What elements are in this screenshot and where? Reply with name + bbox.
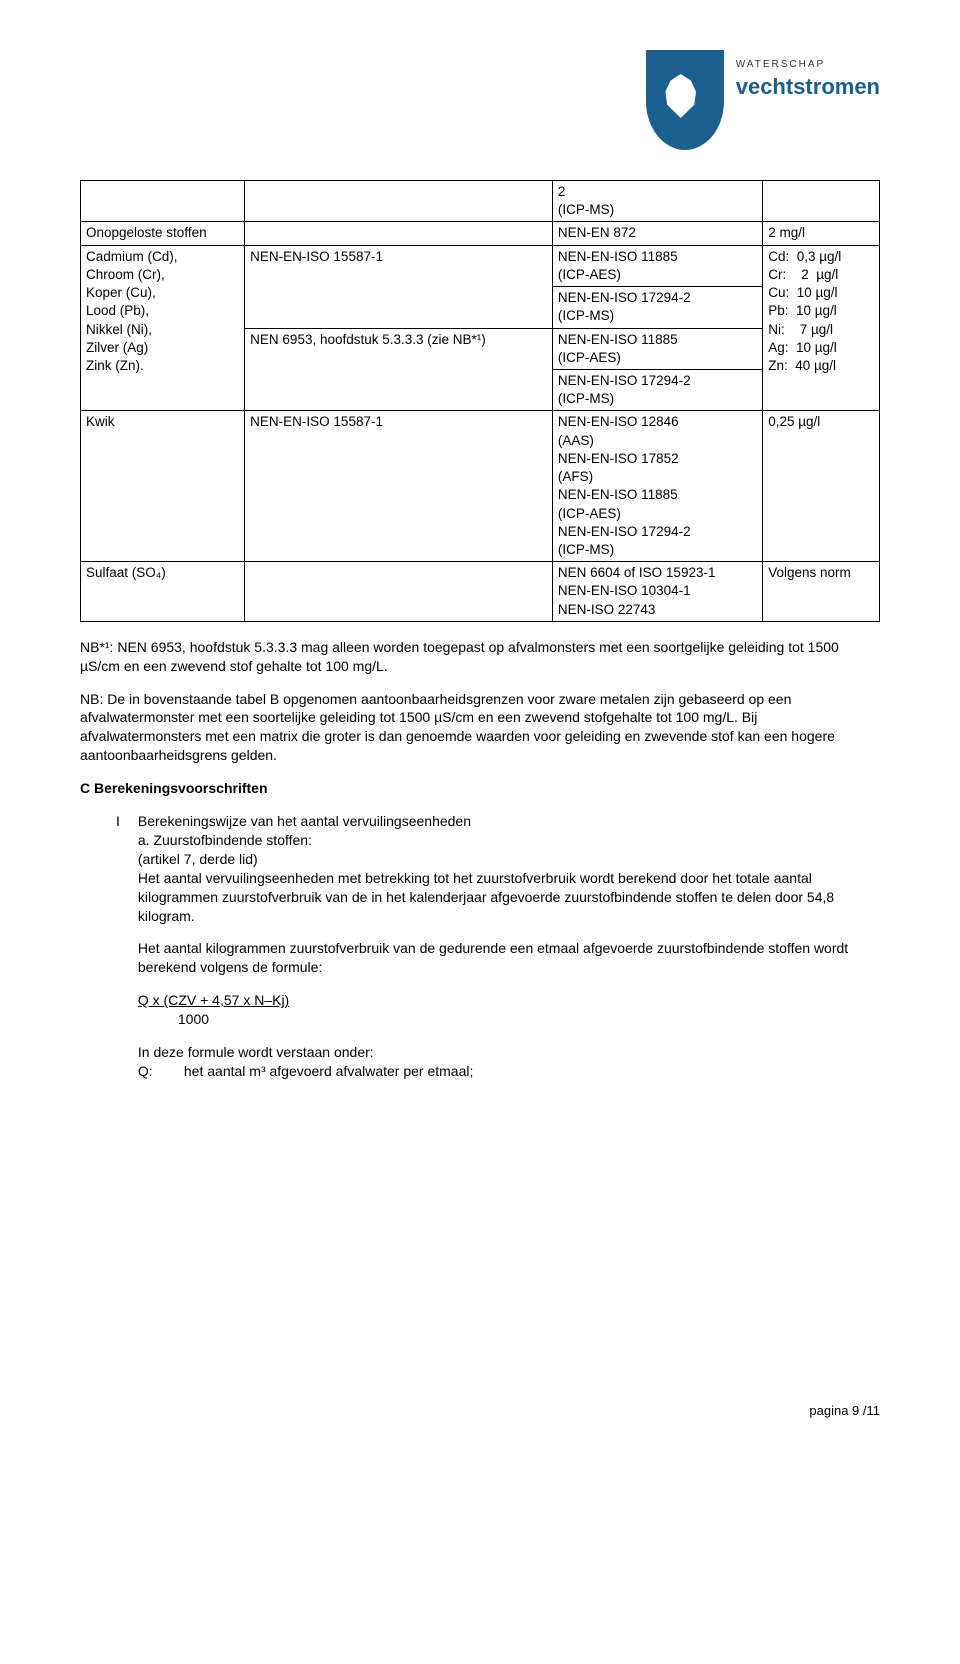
item-i-label: I [116, 812, 120, 1081]
logo-vechtstromen: vechtstromen [736, 72, 880, 102]
item-a-article: (artikel 7, derde lid) [138, 850, 880, 869]
defn-intro: In deze formule wordt verstaan onder: [138, 1043, 880, 1062]
logo-waterschap: WATERSCHAP [736, 58, 880, 72]
table-cell: Cd: 0,3 µg/l Cr: 2 µg/l Cu: 10 µg/l Pb: … [763, 245, 880, 411]
table-cell: NEN 6604 of ISO 15923-1 NEN-EN-ISO 10304… [552, 562, 762, 622]
table-cell [245, 222, 553, 245]
item-a-body2: Het aantal kilogrammen zuurstofverbruik … [138, 939, 880, 977]
formula: Q x (CZV + 4,57 x N–Kj) 1000 [138, 991, 880, 1029]
section-c-heading: C Berekeningsvoorschriften [80, 779, 880, 798]
table-cell [245, 181, 553, 222]
table-cell: NEN-EN 872 [552, 222, 762, 245]
table-cell: NEN-EN-ISO 12846 (AAS) NEN-EN-ISO 17852 … [552, 411, 762, 562]
item-a-body: Het aantal vervuilingseenheden met betre… [138, 869, 880, 926]
substances-table: 2 (ICP-MS) Onopgeloste stoffen NEN-EN 87… [80, 180, 880, 622]
table-cell: Cadmium (Cd), Chroom (Cr), Koper (Cu), L… [81, 245, 245, 411]
table-cell: NEN-EN-ISO 11885 (ICP-AES) [552, 245, 762, 286]
brand-logo: WATERSCHAP vechtstromen [646, 50, 880, 150]
note-nb1: NB*¹: NEN 6953, hoofdstuk 5.3.3.3 mag al… [80, 638, 880, 676]
formula-denominator: 1000 [178, 1010, 880, 1029]
table-cell: NEN-EN-ISO 17294-2 (ICP-MS) [552, 369, 762, 410]
table-cell: 2 (ICP-MS) [552, 181, 762, 222]
table-cell: 0,25 µg/l [763, 411, 880, 562]
table-cell: NEN-EN-ISO 15587-1 [245, 245, 553, 328]
table-cell: 2 mg/l [763, 222, 880, 245]
defn-q-text: het aantal m³ afgevoerd afvalwater per e… [184, 1062, 474, 1081]
note-nb2: NB: De in bovenstaande tabel B opgenomen… [80, 690, 880, 766]
table-cell: Onopgeloste stoffen [81, 222, 245, 245]
formula-numerator: Q x (CZV + 4,57 x N–Kj) [138, 991, 880, 1010]
table-cell: Volgens norm [763, 562, 880, 622]
page-header: WATERSCHAP vechtstromen [80, 40, 880, 180]
table-cell [763, 181, 880, 222]
table-cell: NEN-EN-ISO 17294-2 (ICP-MS) [552, 287, 762, 328]
page-footer: pagina 9 /11 [80, 1402, 880, 1420]
table-cell: NEN-EN-ISO 15587-1 [245, 411, 553, 562]
defn-q-term: Q: [138, 1062, 166, 1081]
table-cell [245, 562, 553, 622]
table-cell: Sulfaat (SO₄) [81, 562, 245, 622]
item-i-title: Berekeningswijze van het aantal vervuili… [138, 812, 880, 831]
table-cell: NEN 6953, hoofdstuk 5.3.3.3 (zie NB*¹) [245, 328, 553, 411]
shield-icon [646, 50, 724, 150]
item-a-head: a. Zuurstofbindende stoffen: [138, 831, 880, 850]
table-cell [81, 181, 245, 222]
table-cell: NEN-EN-ISO 11885 (ICP-AES) [552, 328, 762, 369]
table-cell: Kwik [81, 411, 245, 562]
